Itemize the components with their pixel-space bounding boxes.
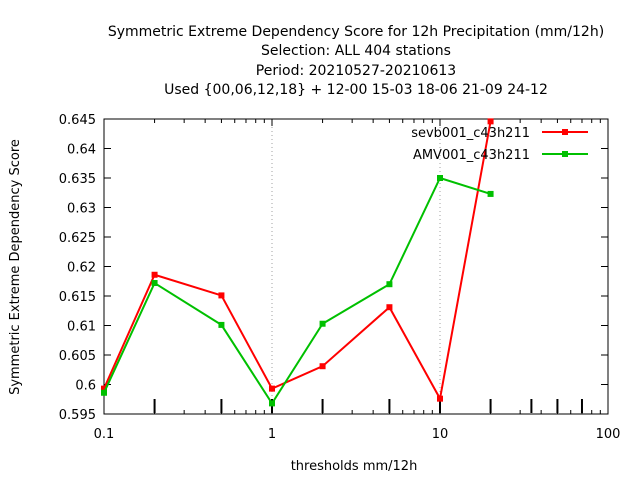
y-tick-label-3: 0.61 [67, 320, 96, 335]
series-1-point-7 [487, 190, 494, 197]
x-tick-label-1: 1 [268, 427, 276, 442]
y-tick-label-8: 0.635 [59, 172, 96, 187]
series-0-point-7 [487, 118, 494, 125]
x-tick-label-3: 100 [596, 427, 621, 442]
series-0-point-2 [218, 292, 225, 299]
y-axis-label: Symmetric Extreme Dependency Score [8, 139, 23, 395]
y-tick-label-6: 0.625 [59, 231, 96, 246]
y-tick-label-2: 0.605 [59, 349, 96, 364]
x-tick-label-2: 10 [432, 427, 449, 442]
title-line-2: Selection: ALL 404 stations [261, 43, 451, 59]
grid [271, 119, 441, 414]
series-group [101, 118, 494, 407]
y-ticks: 0.595 0.6 0.605 0.61 0.615 0.62 0.625 0.63 0.635… [59, 113, 608, 423]
axes [103, 118, 609, 415]
y-tick-label-1: 0.6 [75, 379, 96, 394]
x-tick-label-0: 0.1 [94, 427, 115, 442]
series-0-point-4 [319, 363, 326, 370]
series-line-0 [103, 121, 492, 402]
y-tick-label-7: 0.63 [67, 202, 96, 217]
y-tick-label-0: 0.595 [59, 408, 96, 423]
x-axis-label: thresholds mm/12h [291, 459, 418, 474]
series-0-point-0 [101, 385, 107, 392]
series-line-1 [103, 176, 491, 406]
legend-marker-1 [562, 151, 568, 157]
series-1-point-1 [151, 280, 158, 287]
threshold-ticks [153, 399, 583, 413]
series-1-point-2 [218, 321, 225, 328]
title-line-4: Used {00,06,12,18} + 12-00 15-03 18-06 2… [164, 82, 548, 98]
series-0-point-1 [151, 271, 158, 278]
title-block: Symmetric Extreme Dependency Score for 1… [108, 24, 604, 98]
y-tick-label-10: 0.645 [59, 113, 96, 128]
title-line-3: Period: 20210527-20210613 [256, 63, 456, 79]
x-ticks: 0.1 1 10 100 [94, 119, 621, 442]
legend: sevb001_c43h211 AMV001_c43h211 [411, 126, 588, 163]
y-tick-label-5: 0.62 [67, 261, 96, 276]
series-1-point-0 [101, 389, 107, 396]
series-0-point-3 [269, 385, 275, 392]
plot-frame [103, 118, 609, 415]
series-1-point-5 [386, 281, 393, 288]
series-0-point-6 [437, 395, 443, 402]
series-1-point-4 [319, 320, 326, 327]
series-0-point-5 [386, 304, 393, 311]
series-1-point-6 [437, 175, 443, 181]
y-tick-label-4: 0.615 [59, 290, 96, 305]
series-1-point-3 [269, 400, 275, 407]
legend-label-1: AMV001_c43h211 [413, 148, 530, 163]
title-line-1: Symmetric Extreme Dependency Score for 1… [108, 24, 604, 40]
y-tick-label-9: 0.64 [67, 143, 96, 158]
legend-marker-0 [562, 129, 568, 135]
legend-label-0: sevb001_c43h211 [411, 126, 530, 141]
